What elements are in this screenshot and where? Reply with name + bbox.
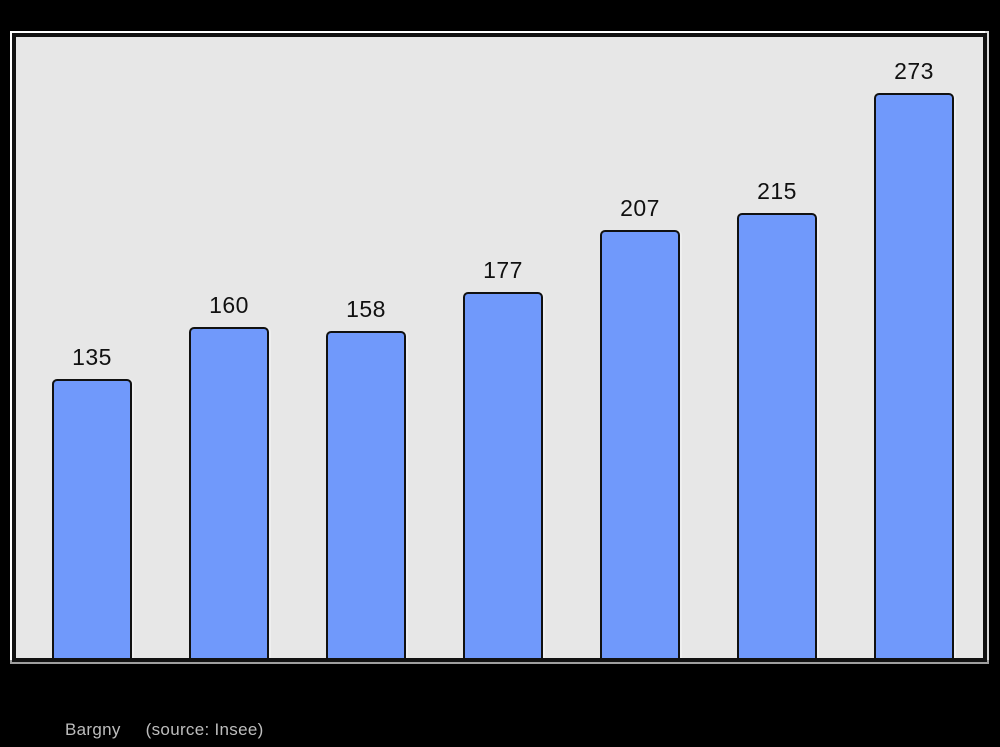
bar [52, 379, 132, 658]
bar [874, 93, 954, 658]
bar [326, 331, 406, 658]
chart-plot-area: 135 160 158 177 207 215 273 [12, 33, 987, 662]
bar-value-label: 158 [346, 296, 386, 322]
bar [189, 327, 269, 658]
bar-value-label: 177 [483, 257, 523, 283]
bar-value-label: 215 [757, 178, 797, 204]
caption-place-label: Bargny [65, 720, 121, 739]
bar-value-label: 273 [894, 58, 934, 84]
bar [737, 213, 817, 658]
bar-value-label: 207 [620, 195, 660, 221]
caption-source-label: (source: Insee) [145, 720, 264, 739]
bar [600, 230, 680, 658]
chart-caption: Bargny (source: Insee) [65, 720, 264, 740]
bar-value-label: 160 [209, 292, 249, 318]
bar-value-label: 135 [72, 344, 112, 370]
bar [463, 292, 543, 658]
